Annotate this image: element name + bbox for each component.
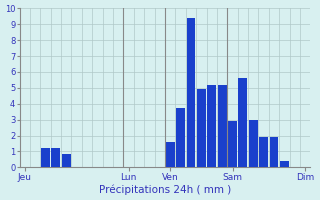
Bar xyxy=(280,161,289,167)
Bar xyxy=(41,148,50,167)
Bar xyxy=(249,120,258,167)
Bar xyxy=(218,85,227,167)
Bar xyxy=(238,78,247,167)
Bar xyxy=(52,148,60,167)
Bar xyxy=(176,108,185,167)
Bar xyxy=(197,89,206,167)
X-axis label: Précipitations 24h ( mm ): Précipitations 24h ( mm ) xyxy=(99,185,231,195)
Bar xyxy=(207,85,216,167)
Bar xyxy=(259,137,268,167)
Bar xyxy=(228,121,237,167)
Bar xyxy=(270,137,278,167)
Bar xyxy=(62,154,71,167)
Bar xyxy=(166,142,175,167)
Bar xyxy=(187,18,196,167)
